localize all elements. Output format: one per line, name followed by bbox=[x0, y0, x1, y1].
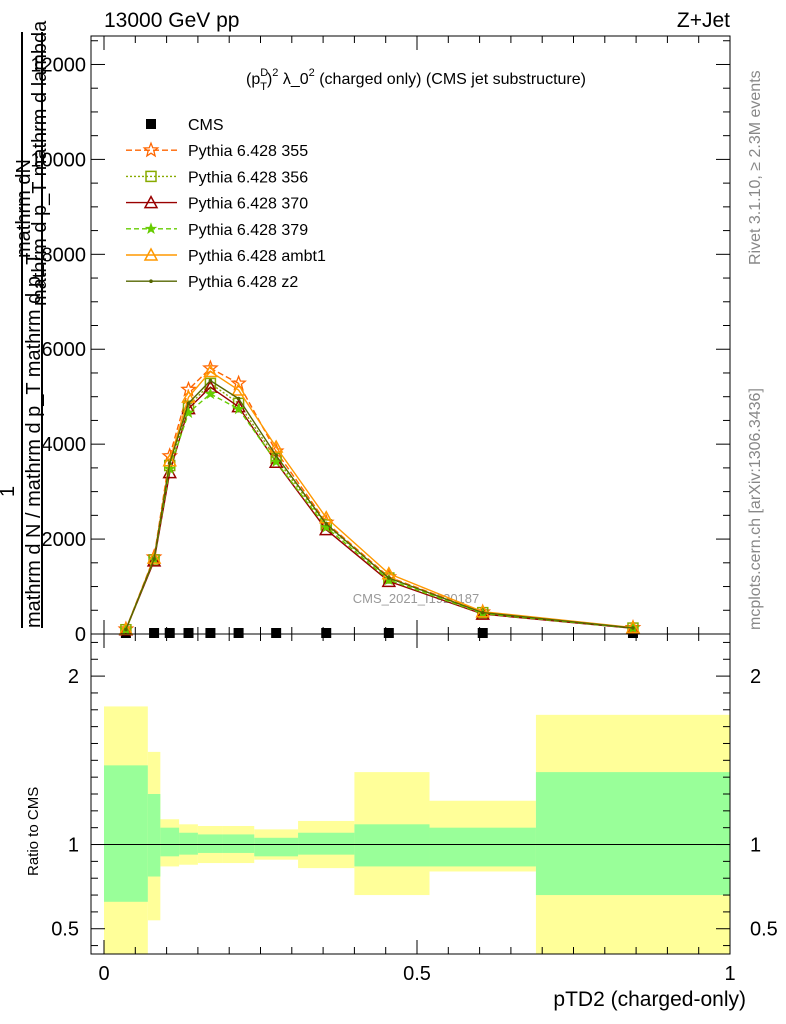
legend-marker-z2 bbox=[149, 279, 153, 283]
ratio-x-tick-label-0: 0 bbox=[98, 963, 109, 985]
point-z2-2 bbox=[168, 461, 172, 465]
legend-item-p355: Pythia 6.428 355 bbox=[126, 143, 308, 160]
title-lam: λ_0 bbox=[278, 71, 308, 88]
point-z2-3 bbox=[187, 402, 191, 406]
point-cms-4 bbox=[205, 628, 215, 638]
ratio-band-green-9 bbox=[430, 828, 536, 867]
ratio-band-green-4 bbox=[198, 834, 223, 853]
ratio-y-tick-label-0: 0.5 bbox=[51, 919, 79, 941]
ratio-band-green-5 bbox=[223, 834, 254, 853]
main-y-tick-label-3: 6000 bbox=[42, 339, 87, 361]
point-z2-10 bbox=[631, 626, 635, 630]
main-y-tick-label-1: 2000 bbox=[42, 529, 87, 551]
mcplots-label: mcplots.cern.ch [arXiv:1306.3436] bbox=[747, 388, 764, 630]
point-z2-7 bbox=[324, 522, 328, 526]
ratio-plot-panel: 0.5 0.5 1 1 2 2 0 0.5 1 Ratio to CMS pTD2 (char… bbox=[25, 634, 778, 1011]
legend-label-p379: Pythia 6.428 379 bbox=[188, 222, 308, 239]
ratio-y-tick-label-right-0: 0.5 bbox=[750, 919, 778, 941]
main-plot-frame bbox=[91, 36, 730, 634]
legend-item-p370: Pythia 6.428 370 bbox=[126, 196, 308, 213]
x-axis-label: pTD2 (charged-only) bbox=[553, 988, 746, 1011]
point-z2-9 bbox=[481, 611, 485, 615]
legend-label-p356: Pythia 6.428 356 bbox=[188, 169, 308, 186]
point-z2-6 bbox=[274, 454, 278, 458]
ratio-y-tick-label-1: 1 bbox=[68, 835, 79, 857]
point-z2-4 bbox=[209, 379, 213, 383]
ratio-x-tick-label-2: 1 bbox=[724, 963, 735, 985]
header-left: 13000 GeV pp bbox=[104, 9, 239, 32]
point-z2-5 bbox=[237, 397, 241, 401]
legend: CMS Pythia 6.428 355 Pythia 6.428 356 Pythi… bbox=[126, 117, 326, 291]
main-y-label: mathrm dN mathrm d p_T mathrm d lambda 1… bbox=[0, 20, 51, 628]
legend-marker-cms bbox=[146, 119, 156, 129]
ylabel-one: 1 bbox=[0, 486, 19, 497]
legend-label-ambt1: Pythia 6.428 ambt1 bbox=[188, 248, 326, 265]
ylabel-bottom: mathrm d N / mathrm d p_T mathrm d p_T bbox=[23, 253, 45, 628]
series-cms bbox=[121, 628, 638, 638]
rivet-label: Rivet 3.1.10, ≥ 2.3M events bbox=[747, 70, 764, 265]
legend-marker-p355 bbox=[144, 143, 157, 156]
legend-marker-p379 bbox=[146, 224, 156, 233]
legend-item-z2: Pythia 6.428 z2 bbox=[126, 274, 298, 291]
main-y-tick-label-0: 0 bbox=[75, 624, 86, 646]
ratio-band-green-7 bbox=[298, 833, 354, 855]
legend-label-z2: Pythia 6.428 z2 bbox=[188, 274, 298, 291]
title-pre: (p bbox=[246, 71, 260, 88]
ratio-y-tick-label-2: 2 bbox=[68, 666, 79, 688]
chart-title: (pD T)2 λ_02 (charged only) (CMS jet subs… bbox=[246, 67, 586, 93]
point-z2-0 bbox=[124, 628, 128, 632]
legend-item-p356: Pythia 6.428 356 bbox=[126, 169, 308, 186]
ratio-x-tick-label-1: 0.5 bbox=[403, 963, 431, 985]
point-cms-3 bbox=[184, 628, 194, 638]
point-z2-8 bbox=[387, 576, 391, 580]
legend-item-ambt1: Pythia 6.428 ambt1 bbox=[126, 248, 326, 265]
point-z2-1 bbox=[152, 557, 156, 561]
ratio-band-green-3 bbox=[179, 833, 198, 855]
legend-item-cms: CMS bbox=[146, 117, 224, 134]
title-post: (charged only) (CMS jet substructure) bbox=[315, 71, 586, 88]
ratio-band-green-1 bbox=[148, 794, 161, 877]
legend-item-p379: Pythia 6.428 379 bbox=[126, 222, 308, 239]
ratio-band-green-8 bbox=[354, 824, 429, 866]
ratio-y-tick-label-right-1: 1 bbox=[750, 835, 761, 857]
header-right: Z+Jet bbox=[677, 9, 730, 32]
ratio-band-green-10 bbox=[536, 772, 730, 895]
main-y-tick-label-2: 4000 bbox=[42, 434, 87, 456]
ratio-band-green-2 bbox=[160, 828, 179, 857]
point-cms-1 bbox=[149, 628, 159, 638]
point-cms-5 bbox=[234, 628, 244, 638]
ratio-band-green-6 bbox=[254, 838, 298, 857]
point-cms-6 bbox=[271, 628, 281, 638]
ratio-y-label: Ratio to CMS bbox=[25, 787, 42, 876]
ratio-y-tick-label-right-2: 2 bbox=[750, 666, 761, 688]
ratio-band-green-0 bbox=[104, 765, 148, 901]
legend-label-p370: Pythia 6.428 370 bbox=[188, 196, 308, 213]
main-y-axis: 020004000600080001000012000 bbox=[30, 41, 730, 646]
legend-label-cms: CMS bbox=[188, 117, 224, 134]
legend-label-p355: Pythia 6.428 355 bbox=[188, 143, 308, 160]
